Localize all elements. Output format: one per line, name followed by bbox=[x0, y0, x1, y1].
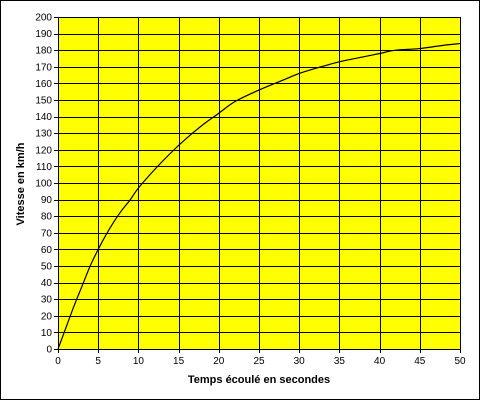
y-tick-label: 70 bbox=[41, 228, 53, 239]
x-tick-label: 0 bbox=[55, 356, 61, 367]
x-tick-label: 30 bbox=[294, 356, 306, 367]
x-tick-label: 35 bbox=[334, 356, 346, 367]
y-tick-label: 200 bbox=[35, 13, 52, 24]
speed-curve bbox=[57, 42, 461, 350]
y-tick-label: 130 bbox=[35, 129, 52, 140]
y-tick-label: 80 bbox=[41, 212, 53, 223]
y-tick-label: 180 bbox=[35, 46, 52, 57]
y-tick-label: 60 bbox=[41, 245, 53, 256]
y-tick-label: 160 bbox=[35, 79, 52, 90]
x-tick-label: 25 bbox=[253, 356, 265, 367]
y-tick-label: 50 bbox=[41, 262, 53, 273]
plot-border bbox=[58, 17, 461, 350]
y-axis-title: Vitesse en km/h bbox=[15, 142, 27, 225]
y-tick-label: 20 bbox=[41, 311, 53, 322]
x-tick-label: 5 bbox=[95, 356, 101, 367]
y-tick-label: 100 bbox=[35, 179, 52, 190]
x-tick-label: 20 bbox=[213, 356, 225, 367]
y-tick-label: 120 bbox=[35, 145, 52, 156]
y-tick-label: 90 bbox=[41, 195, 53, 206]
y-tick-label: 190 bbox=[35, 29, 52, 40]
y-tick-label: 170 bbox=[35, 62, 52, 73]
y-tick-label: 30 bbox=[41, 295, 53, 306]
x-tick-label: 15 bbox=[173, 356, 185, 367]
y-tick-label: 150 bbox=[35, 96, 52, 107]
x-tick-label: 40 bbox=[374, 356, 386, 367]
y-tick-label: 10 bbox=[41, 328, 53, 339]
x-tick-label: 45 bbox=[414, 356, 426, 367]
y-tick-label: 0 bbox=[46, 345, 52, 356]
y-tick-label: 110 bbox=[36, 162, 52, 173]
x-tick-label: 10 bbox=[133, 356, 145, 367]
y-tick-label: 140 bbox=[35, 112, 52, 123]
y-tick-label: 40 bbox=[41, 278, 53, 289]
x-axis-title: Temps écoulé en secondes bbox=[188, 374, 330, 386]
x-tick-label: 50 bbox=[454, 356, 466, 367]
